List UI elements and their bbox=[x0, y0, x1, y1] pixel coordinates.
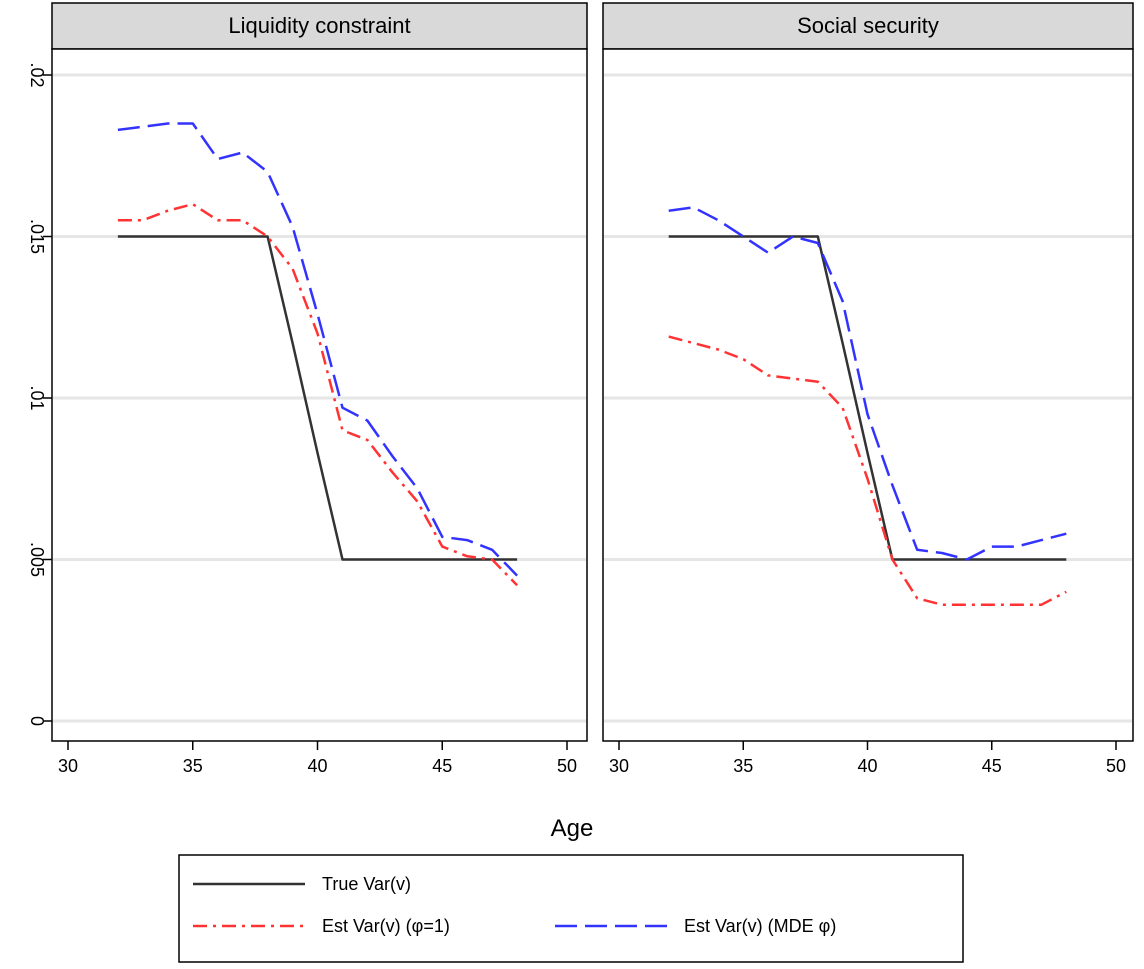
y-tick-label: .01 bbox=[27, 385, 47, 410]
x-tick-label: 35 bbox=[733, 756, 753, 776]
legend-label: True Var(v) bbox=[322, 874, 411, 894]
legend: True Var(v) Est Var(v) (φ=1) Est Var(v) (M… bbox=[178, 854, 964, 963]
x-tick-label: 35 bbox=[183, 756, 203, 776]
series-line bbox=[117, 122, 518, 577]
series-line bbox=[668, 335, 1067, 606]
panel-social-security: Social security 30 35 40 45 50 bbox=[602, 2, 1134, 776]
panel-header-bar bbox=[51, 2, 588, 50]
x-tick-label: 50 bbox=[557, 756, 577, 776]
x-tick-label: 40 bbox=[307, 756, 327, 776]
x-tick-label: 45 bbox=[432, 756, 452, 776]
legend-box bbox=[178, 854, 964, 963]
y-tick-label: .02 bbox=[27, 62, 47, 87]
legend-label: Est Var(v) (φ=1) bbox=[322, 916, 450, 936]
x-tick-label: 30 bbox=[609, 756, 629, 776]
panel-liquidity-constraint: Liquidity constraint 30 35 40 45 50 0 .005 .01… bbox=[27, 2, 588, 776]
series-line bbox=[668, 206, 1067, 561]
x-tick-label: 30 bbox=[58, 756, 78, 776]
x-tick-label: 45 bbox=[982, 756, 1002, 776]
y-tick-label: .005 bbox=[27, 542, 47, 577]
y-tick-label: .015 bbox=[27, 219, 47, 254]
x-axis-title: Age bbox=[551, 815, 594, 842]
plot-frame bbox=[51, 48, 588, 742]
panel-title: Liquidity constraint bbox=[228, 13, 410, 38]
x-tick-label: 50 bbox=[1106, 756, 1126, 776]
series-line bbox=[117, 235, 518, 561]
legend-label: Est Var(v) (MDE φ) bbox=[684, 916, 836, 936]
plot-frame bbox=[602, 48, 1134, 742]
x-tick-label: 40 bbox=[857, 756, 877, 776]
series-line bbox=[668, 235, 1067, 561]
y-tick-label: 0 bbox=[27, 716, 47, 726]
series-line bbox=[117, 202, 518, 587]
panel-title: Social security bbox=[797, 13, 939, 38]
panel-header-bar bbox=[602, 2, 1134, 50]
